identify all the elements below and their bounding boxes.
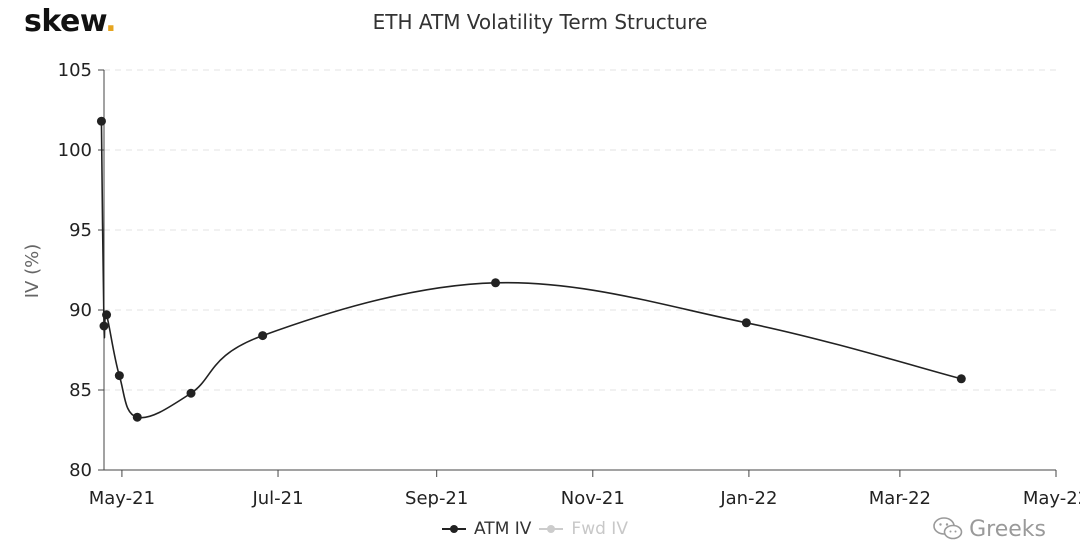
x-tick-label: Nov-21 (561, 488, 625, 509)
y-tick-label: 100 (58, 140, 92, 161)
y-tick-label: 95 (69, 220, 92, 241)
x-tick-label: Jan-22 (719, 488, 777, 509)
legend-item-fwd-iv[interactable]: Fwd IV (537, 519, 628, 539)
atm-iv-points (96, 116, 966, 422)
y-tick-label: 105 (58, 60, 92, 81)
atm-iv-point[interactable] (186, 388, 196, 398)
atm-iv-point[interactable] (741, 318, 751, 328)
atm-iv-legend-marker (442, 525, 466, 533)
y-tick-label: 80 (69, 460, 92, 481)
atm-iv-point[interactable] (114, 371, 124, 381)
watermark: Greeks (933, 516, 1046, 542)
atm-iv-line (100, 121, 962, 419)
y-tick-label: 90 (69, 300, 92, 321)
atm-iv-point[interactable] (258, 331, 268, 341)
x-tick-label: Mar-22 (869, 488, 931, 509)
legend-label-fwd-iv: Fwd IV (571, 519, 628, 539)
atm-iv-point[interactable] (102, 310, 112, 320)
legend: ATM IV Fwd IV (440, 519, 628, 539)
chart-title: ETH ATM Volatility Term Structure (372, 10, 708, 34)
gridlines (104, 69, 1056, 391)
skew-logo: skew. (24, 4, 117, 39)
y-tick-labels: 80 85 90 95 100 105 (58, 60, 92, 481)
fwd-iv-legend-marker (539, 525, 564, 533)
axes (98, 69, 1057, 477)
atm-iv-point[interactable] (956, 374, 966, 384)
atm-iv-point[interactable] (96, 116, 106, 126)
atm-iv-point[interactable] (491, 278, 501, 288)
x-tick-label: Sep-21 (405, 488, 468, 509)
legend-item-atm-iv[interactable]: ATM IV (440, 519, 531, 539)
x-tick-label: May-22 (1023, 488, 1080, 509)
watermark-text: Greeks (969, 516, 1046, 542)
y-tick-label: 85 (69, 380, 92, 401)
atm-iv-point[interactable] (132, 412, 142, 422)
x-tick-labels: May-21 Jul-21 Sep-21 Nov-21 Jan-22 Mar-22 May-… (89, 488, 1080, 509)
y-axis-label: IV (%) (22, 244, 43, 299)
x-tick-label: Jul-21 (251, 488, 303, 509)
atm-iv-point[interactable] (99, 321, 109, 331)
x-tick-label: May-21 (89, 488, 155, 509)
wechat-icon (933, 517, 963, 540)
legend-label-atm-iv: ATM IV (474, 519, 532, 539)
